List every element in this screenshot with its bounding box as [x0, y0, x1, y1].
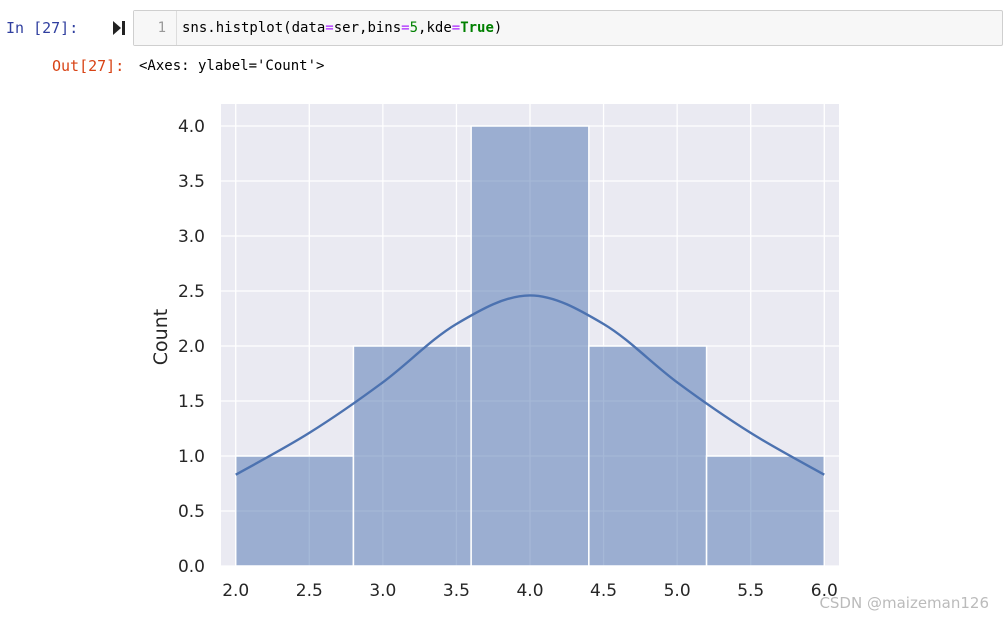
- y-tick-label: 2.0: [178, 337, 205, 357]
- kde-curve: [235, 294, 825, 476]
- code-cell-input[interactable]: 1 sns.histplot(data=ser,bins=5,kde=True): [133, 10, 1003, 46]
- code-operator: =: [325, 20, 334, 36]
- y-tick-label: 3.0: [178, 227, 205, 247]
- x-tick-label: 3.0: [369, 581, 396, 601]
- y-axis-label: Count: [150, 309, 172, 365]
- code-token: ): [493, 20, 503, 36]
- x-tick-label: 6.0: [811, 581, 838, 601]
- output-prompt: Out[27]:: [52, 57, 125, 75]
- x-tick-label: 4.0: [516, 581, 543, 601]
- run-icon: [113, 21, 125, 35]
- code-keyword: True: [460, 20, 494, 36]
- run-cell-button[interactable]: [111, 19, 127, 37]
- x-tick-label: 5.0: [664, 581, 691, 601]
- y-tick-label: 0.5: [178, 502, 205, 522]
- y-tick-label: 2.5: [178, 282, 205, 302]
- histogram-bar: [352, 345, 472, 567]
- x-tick-label: 3.5: [443, 581, 470, 601]
- x-tick-labels: 2.0 2.5 3.0 3.5 4.0 4.5 5.0 5.5 6.0: [222, 581, 838, 601]
- histogram-bar: [705, 455, 826, 567]
- x-tick-label: 2.5: [296, 581, 323, 601]
- x-tick-label: 4.5: [590, 581, 617, 601]
- code-token: sns.histplot(data: [182, 20, 326, 36]
- code-operator: =: [401, 20, 410, 36]
- histogram-bar: [588, 345, 708, 567]
- line-gutter: 1: [134, 11, 177, 45]
- y-tick-label: 0.0: [178, 557, 205, 577]
- code-operator: =: [451, 20, 461, 36]
- code-token: ,kde: [418, 20, 452, 36]
- line-number: 1: [157, 20, 166, 36]
- y-tick-label: 1.0: [178, 447, 205, 467]
- histogram-bar: [470, 125, 590, 567]
- y-tick-label: 4.0: [178, 117, 205, 137]
- code-number: 5: [409, 20, 419, 36]
- output-text: <Axes: ylabel='Count'>: [139, 58, 325, 74]
- input-prompt: In [27]:: [6, 19, 79, 37]
- y-tick-labels: 0.0 0.5 1.0 1.5 2.0 2.5 3.0 3.5 4.0: [178, 117, 205, 577]
- y-tick-label: 3.5: [178, 172, 205, 192]
- x-tick-label: 5.5: [737, 581, 764, 601]
- x-tick-label: 2.0: [222, 581, 249, 601]
- histogram-bar: [234, 455, 355, 567]
- code-token: ser,bins: [333, 20, 402, 36]
- histogram-bars: [234, 125, 826, 567]
- y-tick-label: 1.5: [178, 392, 205, 412]
- watermark: CSDN @maizeman126: [819, 594, 989, 612]
- code-line[interactable]: sns.histplot(data=ser,bins=5,kde=True): [182, 20, 502, 36]
